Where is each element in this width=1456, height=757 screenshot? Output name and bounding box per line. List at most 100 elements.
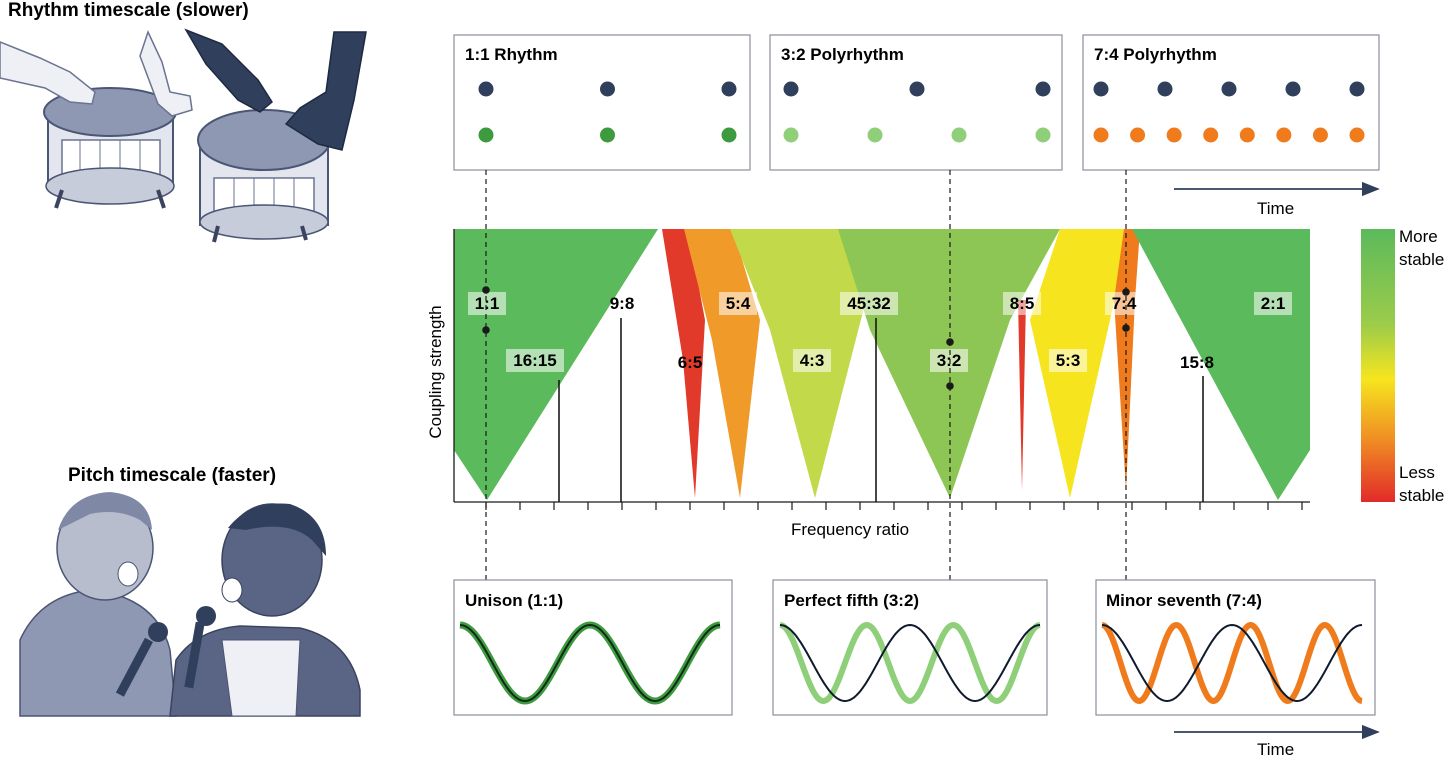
singers-illustration (19, 492, 361, 717)
ratio-label-bg (1105, 292, 1143, 315)
beat-dot-bottom (1166, 127, 1182, 143)
rhythm-box-1-dots (478, 81, 737, 143)
beat-dot-top (783, 81, 799, 97)
ratio-label-bg (793, 349, 831, 372)
wave-box-2: Perfect fifth (3:2) (772, 579, 1048, 716)
wave-box-1-title: Unison (1:1) (465, 591, 563, 610)
rhythm-box-1: 1:1 Rhythm (453, 34, 751, 171)
ratio-label-bg (1003, 292, 1041, 315)
beat-dot-bottom (1130, 127, 1146, 143)
ratio-label: 7:4 (1112, 294, 1137, 313)
ratio-label: 15:8 (1180, 353, 1214, 372)
pitch-timescale-title: Pitch timescale (faster) (68, 465, 276, 486)
bottom-time-label: Time (1257, 740, 1294, 757)
x-axis-label: Frequency ratio (791, 520, 909, 539)
rhythm-box-2-dots (783, 81, 1051, 143)
beat-dot-bottom (1349, 127, 1365, 143)
ratio-label: 45:32 (847, 294, 890, 313)
rhythm-box-1-title: 1:1 Rhythm (465, 45, 558, 64)
beat-dot-bottom (951, 127, 967, 143)
ratio-label: 4:3 (800, 351, 825, 370)
left-singer (19, 492, 177, 717)
coupling-chart: Coupling strength Frequency ratio 1:1 9:8… (426, 229, 1310, 539)
rhythm-timescale-title: Rhythm timescale (slower) (8, 0, 249, 21)
beat-dot-top (478, 81, 494, 97)
ratio-label-bg (1254, 292, 1292, 315)
beat-dot-bottom (1239, 127, 1255, 143)
wave-reference (1101, 623, 1363, 703)
light-hands (0, 29, 193, 117)
wave-colored (1101, 621, 1363, 705)
region-6-5 (662, 229, 705, 498)
stability-colorbar: More stable Less stable (1361, 227, 1444, 505)
ratio-label: 3:2 (937, 351, 962, 370)
ratio-label: 16:15 (513, 351, 556, 370)
beat-dot-top (721, 81, 737, 97)
rhythm-box-3: 7:4 Polyrhythm (1082, 34, 1380, 171)
microphones (115, 606, 216, 697)
beat-dot-bottom (1276, 127, 1292, 143)
ratio-labels: 1:1 9:8 16:15 6:5 5:4 4:3 45:32 3:2 8:5 5:3 7:4 15:… (468, 292, 1292, 372)
rhythm-box-3-dots (1093, 81, 1365, 143)
right-singer (169, 503, 361, 717)
beat-dot-top (1035, 81, 1051, 97)
colorbar-stable-label-top: stable (1399, 250, 1444, 269)
ratio-label-bg (506, 349, 564, 372)
top-time-axis: Time (1174, 181, 1380, 218)
rhythm-box-2-title: 3:2 Polyrhythm (781, 45, 904, 64)
ratio-label-bg (1049, 349, 1087, 372)
colorbar-stable-label-bottom: stable (1399, 486, 1444, 505)
connector-dots (482, 286, 1130, 390)
wave-box-3-title: Minor seventh (7:4) (1106, 591, 1262, 610)
ratio-label: 5:3 (1056, 351, 1081, 370)
beat-dot-bottom (1035, 127, 1051, 143)
ratio-label: 1:1 (475, 294, 500, 313)
y-axis-label: Coupling strength (426, 305, 445, 438)
beat-dot-top (1093, 81, 1109, 97)
ratio-label-bg (719, 292, 757, 315)
beat-dot-bottom (1312, 127, 1328, 143)
beat-dot-top (909, 81, 925, 97)
left-bongo-drum (43, 87, 177, 209)
beat-dot-top (1157, 81, 1173, 97)
wave-reference (459, 623, 721, 703)
wave-box-2-waves (779, 621, 1041, 705)
wave-box-1-waves (459, 621, 721, 705)
bottom-time-axis: Time (1174, 724, 1380, 757)
beat-dot-bottom (600, 127, 615, 143)
colorbar-more-label: More (1399, 227, 1438, 246)
right-bongo-drum (197, 109, 331, 243)
ratio-label: 2:1 (1261, 294, 1286, 313)
beat-dot-top (1285, 81, 1301, 97)
beat-dot-top (1221, 81, 1237, 97)
ratio-label: 8:5 (1010, 294, 1035, 313)
x-axis-ticks (485, 502, 1303, 510)
rhythm-box-2: 3:2 Polyrhythm (769, 34, 1063, 171)
rhythm-box-3-title: 7:4 Polyrhythm (1094, 45, 1217, 64)
ratio-label-bg (468, 292, 506, 315)
beat-dot-bottom (721, 127, 737, 143)
top-time-label: Time (1257, 199, 1294, 218)
ratio-label: 6:5 (678, 353, 703, 372)
beat-dot-bottom (478, 127, 494, 143)
dark-hands (184, 28, 367, 151)
wave-box-3-waves (1101, 621, 1363, 705)
wave-colored (779, 621, 1041, 705)
wave-box-1: Unison (1:1) (453, 579, 733, 716)
region-8-5 (1018, 300, 1026, 490)
ratio-label: 5:4 (726, 294, 751, 313)
beat-dot-top (600, 81, 615, 97)
wave-reference (779, 623, 1041, 703)
beat-dot-bottom (783, 127, 799, 143)
beat-dot-bottom (867, 127, 883, 143)
ratio-label-bg (840, 292, 898, 315)
beat-dot-top (1349, 81, 1365, 97)
beat-dot-bottom (1203, 127, 1219, 143)
wave-box-3: Minor seventh (7:4) (1095, 579, 1376, 716)
ratio-label: 9:8 (610, 294, 635, 313)
ratio-label-bg (930, 349, 968, 372)
region-2-1 (1132, 229, 1310, 500)
drums-illustration (0, 28, 367, 243)
wave-box-2-title: Perfect fifth (3:2) (784, 591, 919, 610)
